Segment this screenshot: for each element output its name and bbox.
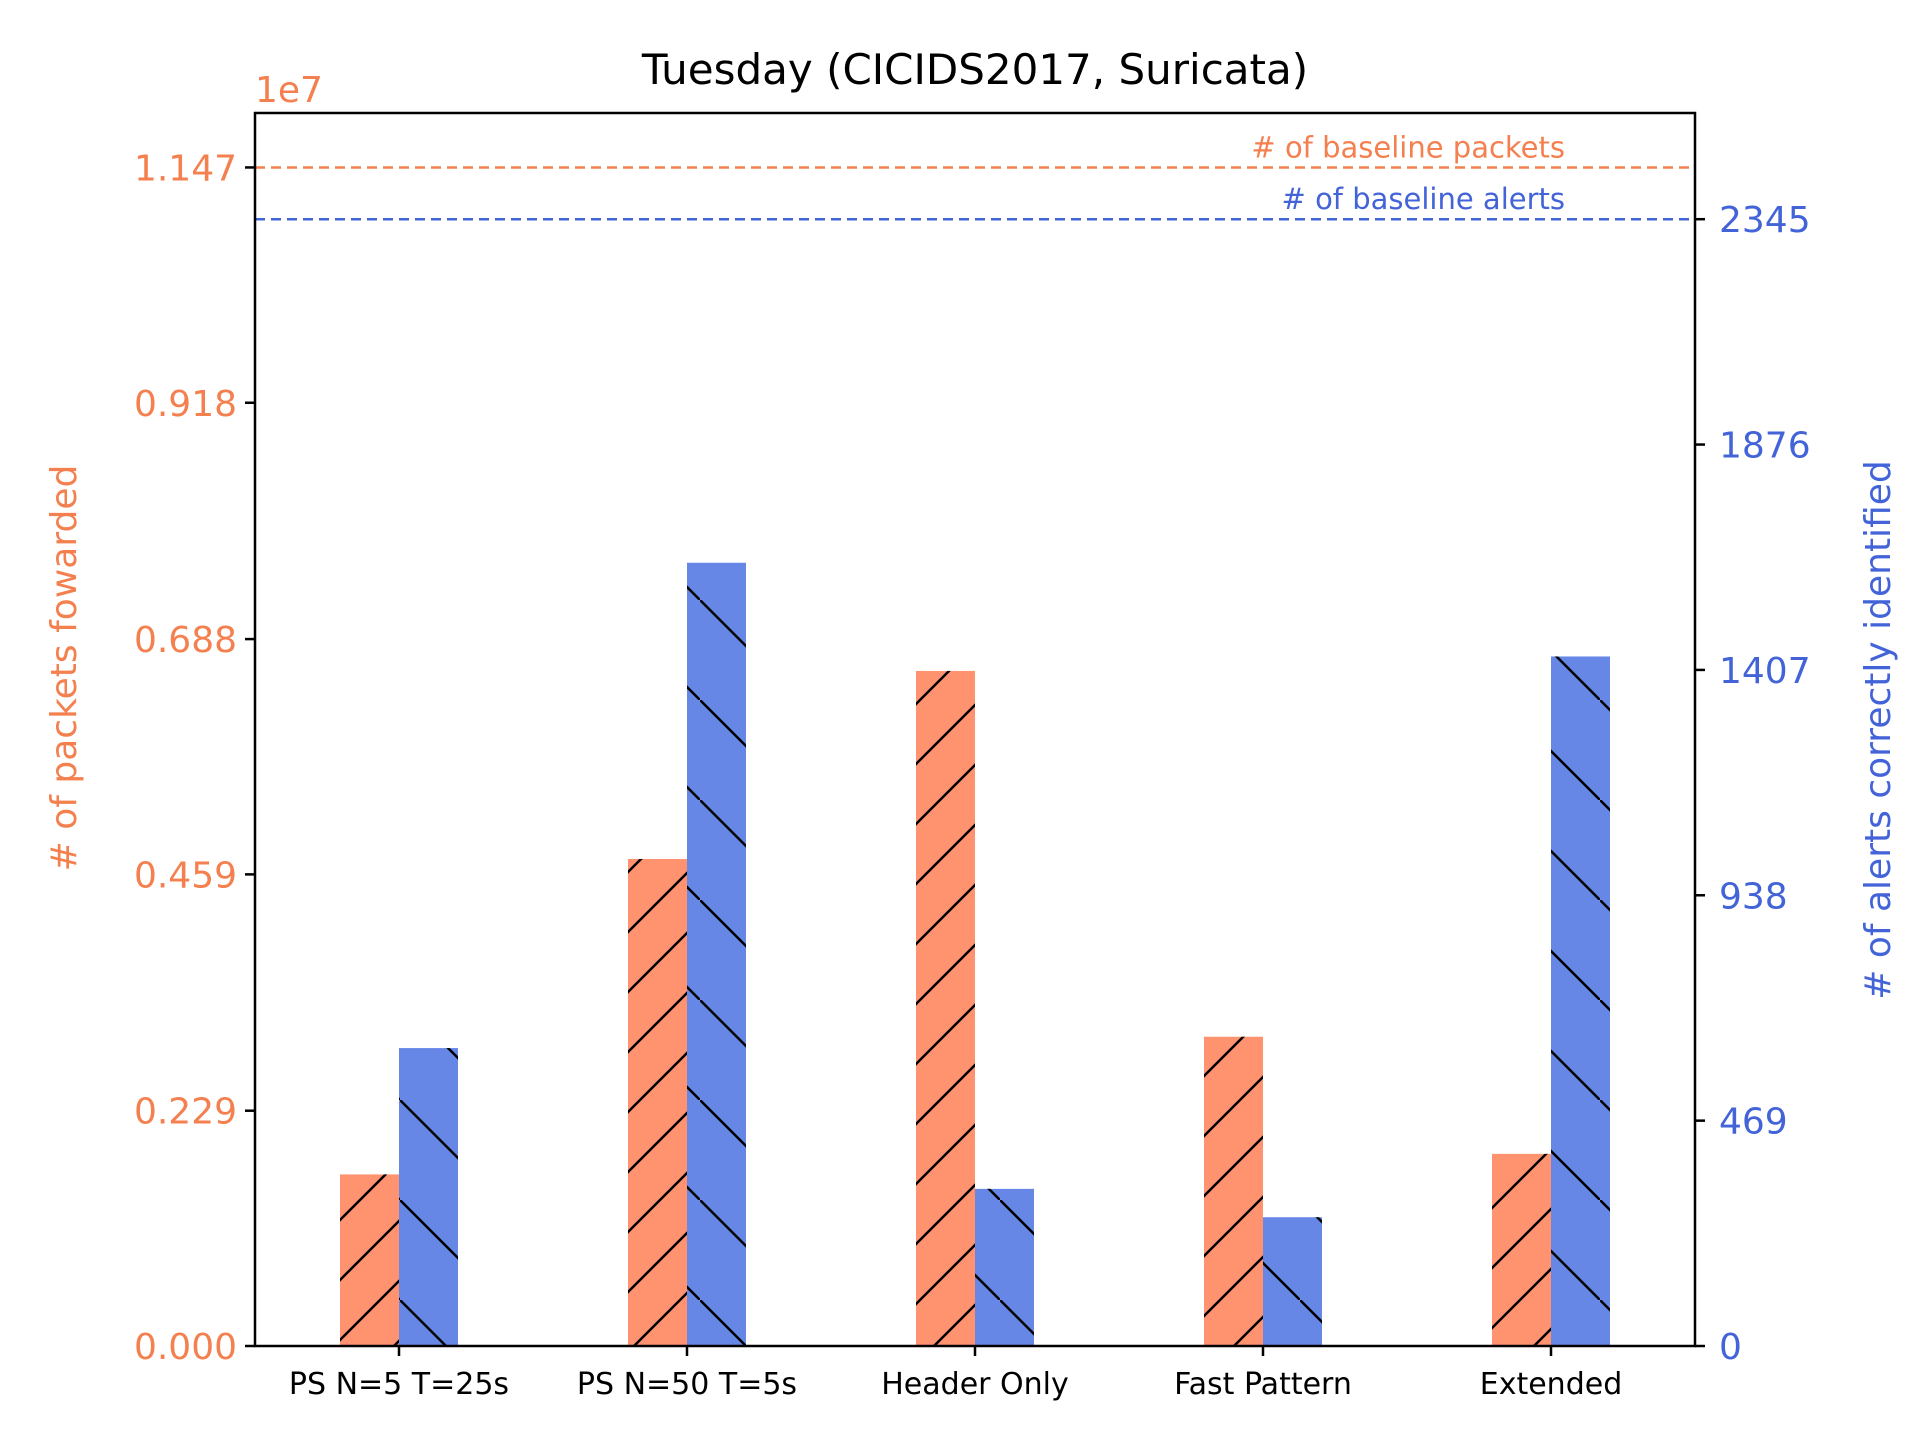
bar-alerts-hatch: [687, 562, 746, 1346]
baseline-alerts-label: # of baseline alerts: [1282, 182, 1565, 216]
x-tick-label: Fast Pattern: [1174, 1367, 1352, 1402]
reference-lines-layer: # of baseline packets # of baseline alert…: [255, 130, 1695, 221]
chart-title: Tuesday (CICIDS2017, Suricata): [641, 45, 1308, 94]
x-tick-label: PS N=50 T=5s: [577, 1367, 797, 1402]
right-tick-label: 938: [1719, 876, 1788, 917]
right-tick-label: 1876: [1719, 426, 1811, 467]
baseline-packets-label: # of baseline packets: [1251, 130, 1565, 164]
left-tick-label: 0.688: [134, 620, 237, 661]
right-tick-label: 1407: [1719, 651, 1811, 692]
left-tick-label: 1.147: [134, 148, 237, 189]
bar-packets-hatch: [1492, 1153, 1551, 1346]
bar-alerts-hatch: [399, 1048, 458, 1346]
left-axis-ticks: 0.000 0.229 0.459 0.688 0.918 1.147: [134, 148, 255, 1368]
left-axis-label: # of packets fowarded: [44, 465, 85, 872]
bar-packets-hatch: [340, 1174, 399, 1346]
right-axis-ticks: 0 469 938 1407 1876 2345: [1695, 200, 1811, 1368]
right-tick-label: 0: [1719, 1327, 1742, 1368]
right-tick-label: 2345: [1719, 200, 1811, 241]
x-tick-label: Extended: [1480, 1367, 1623, 1402]
bar-alerts-hatch: [1551, 656, 1610, 1346]
right-axis-label: # of alerts correctly identified: [1858, 460, 1899, 1000]
bar-packets-hatch: [916, 670, 975, 1346]
bar-packets-hatch: [628, 858, 687, 1346]
left-tick-label: 0.229: [134, 1092, 237, 1133]
left-tick-label: 0.918: [134, 384, 237, 425]
left-tick-label: 0.000: [134, 1327, 237, 1368]
right-tick-label: 469: [1719, 1102, 1788, 1143]
bar-alerts-hatch: [1263, 1217, 1322, 1346]
bar-alerts-hatch: [975, 1188, 1034, 1346]
left-tick-label: 0.459: [134, 855, 237, 896]
bar-packets-hatch: [1204, 1036, 1263, 1346]
left-axis-scale-label: 1e7: [255, 70, 323, 111]
x-tick-label: PS N=5 T=25s: [289, 1367, 509, 1402]
bars-layer: [340, 562, 1610, 1346]
x-axis-ticks: PS N=5 T=25s PS N=50 T=5s Header Only Fast …: [289, 1346, 1622, 1402]
x-tick-label: Header Only: [881, 1367, 1069, 1402]
